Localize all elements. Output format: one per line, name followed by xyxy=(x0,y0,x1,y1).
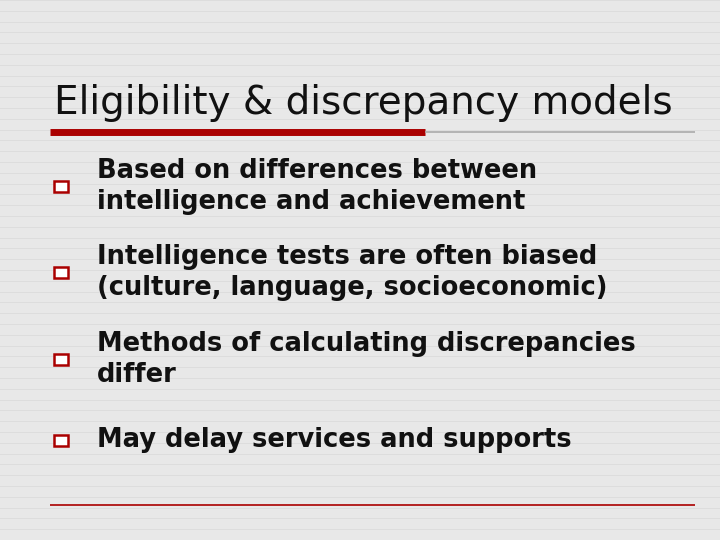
Text: Methods of calculating discrepancies
differ: Methods of calculating discrepancies dif… xyxy=(97,330,636,388)
Bar xyxy=(54,354,68,364)
Text: May delay services and supports: May delay services and supports xyxy=(97,427,572,453)
Text: Intelligence tests are often biased
(culture, language, socioeconomic): Intelligence tests are often biased (cul… xyxy=(97,244,608,301)
Bar xyxy=(54,181,68,192)
Text: Based on differences between
intelligence and achievement: Based on differences between intelligenc… xyxy=(97,158,537,215)
Bar xyxy=(54,267,68,278)
Bar xyxy=(54,435,68,446)
Text: Eligibility & discrepancy models: Eligibility & discrepancy models xyxy=(54,84,672,122)
